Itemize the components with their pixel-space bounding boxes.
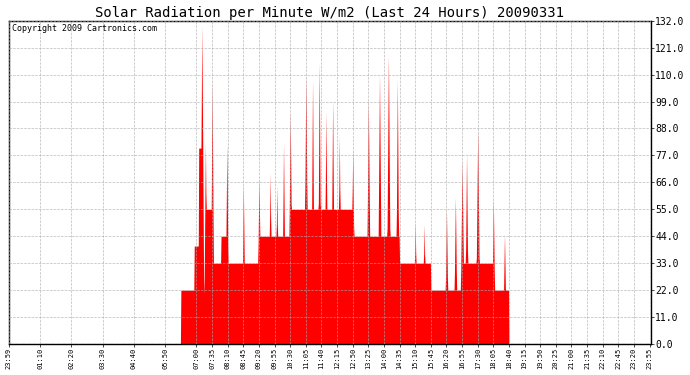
Title: Solar Radiation per Minute W/m2 (Last 24 Hours) 20090331: Solar Radiation per Minute W/m2 (Last 24…: [95, 6, 564, 20]
Text: Copyright 2009 Cartronics.com: Copyright 2009 Cartronics.com: [12, 24, 157, 33]
